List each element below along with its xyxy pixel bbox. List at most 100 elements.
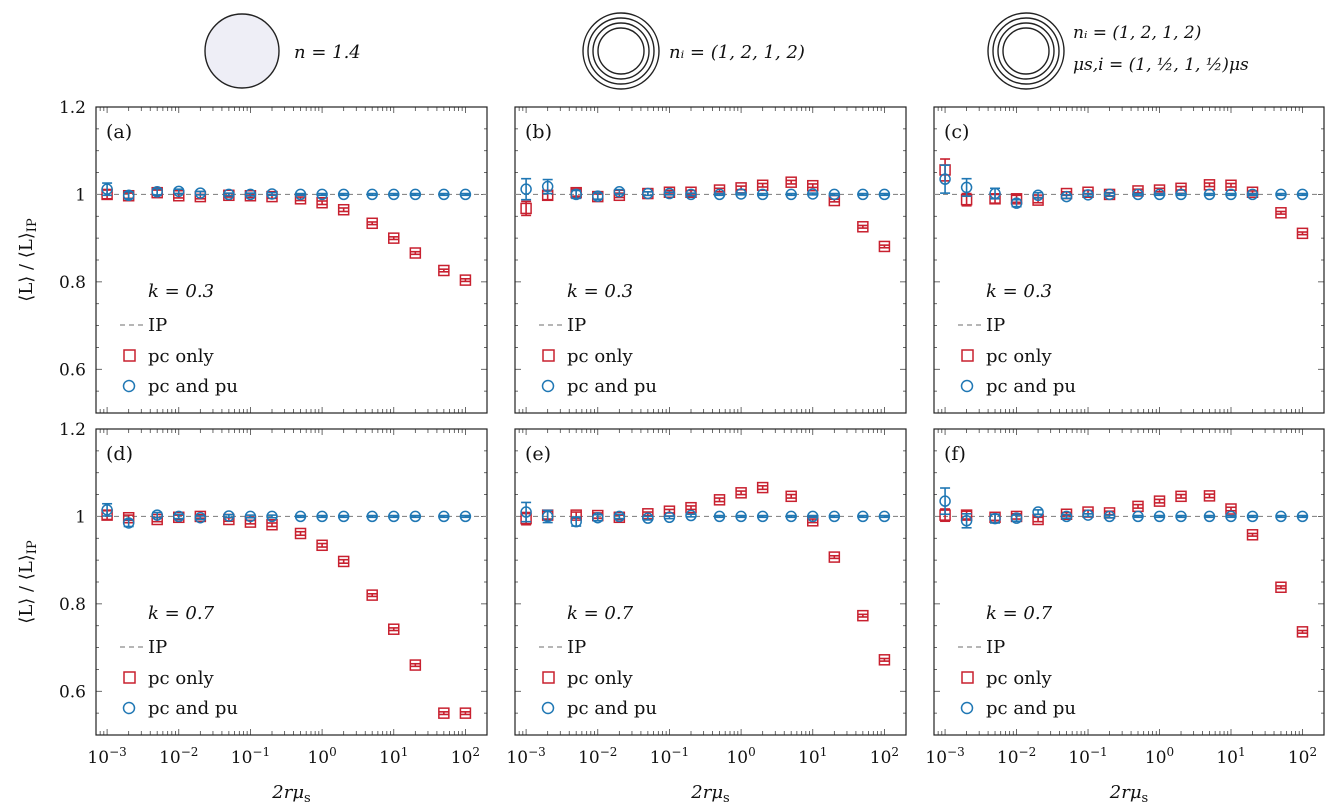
pc-and-pu-point bbox=[409, 510, 422, 523]
pc-and-pu-point bbox=[1296, 510, 1309, 523]
x-tick-label: 100 bbox=[307, 745, 336, 768]
pc-and-pu-point bbox=[828, 188, 841, 201]
pc-and-pu-point bbox=[1275, 188, 1287, 201]
legend-pc-only-swatch bbox=[961, 671, 974, 684]
legend-pc-and-pu-swatch bbox=[122, 379, 136, 393]
legend-pc-only-label: pc only bbox=[567, 346, 634, 367]
y-tick-label: 0.8 bbox=[59, 595, 86, 615]
pc-and-pu-point bbox=[663, 187, 676, 200]
pc-and-pu-point bbox=[294, 510, 307, 523]
header-label-a: n = 1.4 bbox=[294, 42, 361, 63]
pc-and-pu-point bbox=[1225, 510, 1237, 523]
k-label: k = 0.3 bbox=[567, 281, 633, 302]
x-axis-label: 2rμs bbox=[1109, 782, 1148, 805]
pc-only-point bbox=[438, 707, 450, 719]
legend-pc-only-swatch bbox=[542, 671, 555, 684]
pc-and-pu-point bbox=[1275, 510, 1287, 523]
x-tick-label: 10−1 bbox=[650, 745, 689, 768]
pc-only-point bbox=[409, 659, 422, 671]
legend-pc-only-swatch bbox=[123, 671, 136, 684]
panel-d: 10−3 10−2 10−1 100 101 102 2rμs 0.6 0.8 1 1.2 ⟨L⟩ /… bbox=[16, 420, 488, 805]
pc-and-pu-point bbox=[1246, 510, 1259, 523]
legend-ip-label: IP bbox=[148, 315, 167, 336]
y-tick-label: 1.2 bbox=[59, 98, 86, 118]
pc-and-pu-point bbox=[173, 510, 185, 523]
y-tick-label: 0.6 bbox=[59, 360, 86, 380]
pc-and-pu-point bbox=[1103, 188, 1116, 201]
pc-and-pu-point bbox=[194, 511, 207, 524]
panel-f: 10−3 10−2 10−1 100 101 102 2rμs (f) k = 0.7 IP pc … bbox=[925, 428, 1325, 805]
pc-only-point bbox=[438, 264, 450, 277]
legend-pc-only-swatch bbox=[542, 349, 555, 362]
legend-pc-and-pu-label: pc and pu bbox=[148, 376, 238, 397]
pc-only-point bbox=[337, 203, 350, 216]
pc-only-point bbox=[735, 487, 747, 499]
x-tick-label: 10−3 bbox=[506, 745, 545, 768]
pc-and-pu-point bbox=[223, 188, 235, 201]
pc-and-pu-point bbox=[1175, 510, 1187, 523]
x-tick-label: 10−2 bbox=[997, 745, 1036, 768]
pc-and-pu-point bbox=[409, 188, 422, 201]
pc-and-pu-point bbox=[592, 511, 604, 524]
pc-only-point bbox=[1203, 490, 1216, 502]
k-label: k = 0.7 bbox=[986, 603, 1053, 624]
pc-and-pu-point bbox=[366, 510, 378, 523]
plot-frame bbox=[933, 106, 1325, 414]
pc-and-pu-point bbox=[244, 510, 257, 523]
pc-and-pu-point bbox=[294, 188, 307, 201]
pc-and-pu-point bbox=[613, 186, 626, 198]
panel-b: (b) k = 0.3 IP pc only pc and pu bbox=[514, 106, 907, 414]
y-tick-label: 0.8 bbox=[59, 273, 86, 293]
pc-and-pu-point bbox=[960, 181, 973, 194]
pc-and-pu-point bbox=[438, 188, 450, 201]
pc-and-pu-point bbox=[735, 188, 747, 200]
pc-only-point bbox=[294, 527, 307, 540]
pc-only-point bbox=[857, 609, 869, 622]
pc-and-pu-point bbox=[807, 510, 819, 523]
pc-and-pu-point bbox=[989, 187, 1001, 200]
pc-and-pu-point bbox=[1153, 188, 1166, 201]
pc-and-pu-point bbox=[570, 188, 582, 201]
pc-only-point bbox=[459, 274, 472, 286]
pc-and-pu-point bbox=[173, 185, 185, 198]
legend-pc-and-pu-swatch bbox=[122, 701, 136, 715]
x-tick-label: 101 bbox=[798, 745, 827, 768]
legend-ip-label: IP bbox=[567, 315, 586, 336]
pc-and-pu-point bbox=[828, 510, 841, 523]
x-tick-label: 10−1 bbox=[1068, 745, 1107, 768]
pc-and-pu-point bbox=[713, 510, 726, 523]
y-axis-label: ⟨L⟩ / ⟨L⟩IP bbox=[16, 218, 40, 302]
pc-only-point bbox=[266, 518, 278, 531]
pc-and-pu-point bbox=[1132, 188, 1144, 201]
x-tick-label: 101 bbox=[1216, 745, 1245, 768]
panel-e: 10−3 10−2 10−1 100 101 102 2rμs (e) k = 0.7 IP pc … bbox=[506, 428, 907, 805]
pc-and-pu-point bbox=[857, 510, 869, 523]
panel-label: (f) bbox=[944, 443, 966, 465]
pc-and-pu-point bbox=[1203, 188, 1216, 201]
y-tick-label: 0.6 bbox=[59, 682, 86, 702]
pc-and-pu-point bbox=[1010, 197, 1023, 209]
pc-and-pu-point bbox=[459, 188, 472, 201]
y-tick-label: 1.2 bbox=[59, 420, 86, 440]
pc-only-point bbox=[785, 176, 797, 188]
pc-and-pu-point bbox=[1103, 510, 1116, 523]
pc-only-point bbox=[520, 202, 532, 215]
pc-only-point bbox=[316, 539, 328, 552]
pc-only-point bbox=[785, 490, 797, 503]
legend-ip-label: IP bbox=[986, 637, 1005, 658]
plot-frame bbox=[95, 428, 488, 736]
pc-only-point bbox=[1153, 495, 1166, 507]
legend-pc-only-label: pc only bbox=[148, 346, 215, 367]
panel-label: (c) bbox=[944, 121, 969, 143]
pc-only-point bbox=[685, 501, 697, 514]
pc-and-pu-point bbox=[223, 510, 235, 522]
pc-only-point bbox=[1225, 179, 1237, 191]
legend-pc-only-swatch bbox=[961, 349, 974, 362]
pc-and-pu-point bbox=[1296, 188, 1309, 201]
legend-ip-label: IP bbox=[567, 637, 586, 658]
pc-and-pu-point bbox=[1175, 188, 1187, 201]
k-label: k = 0.7 bbox=[567, 603, 634, 624]
panel-label: (d) bbox=[106, 443, 133, 465]
pc-and-pu-point bbox=[1032, 189, 1044, 202]
